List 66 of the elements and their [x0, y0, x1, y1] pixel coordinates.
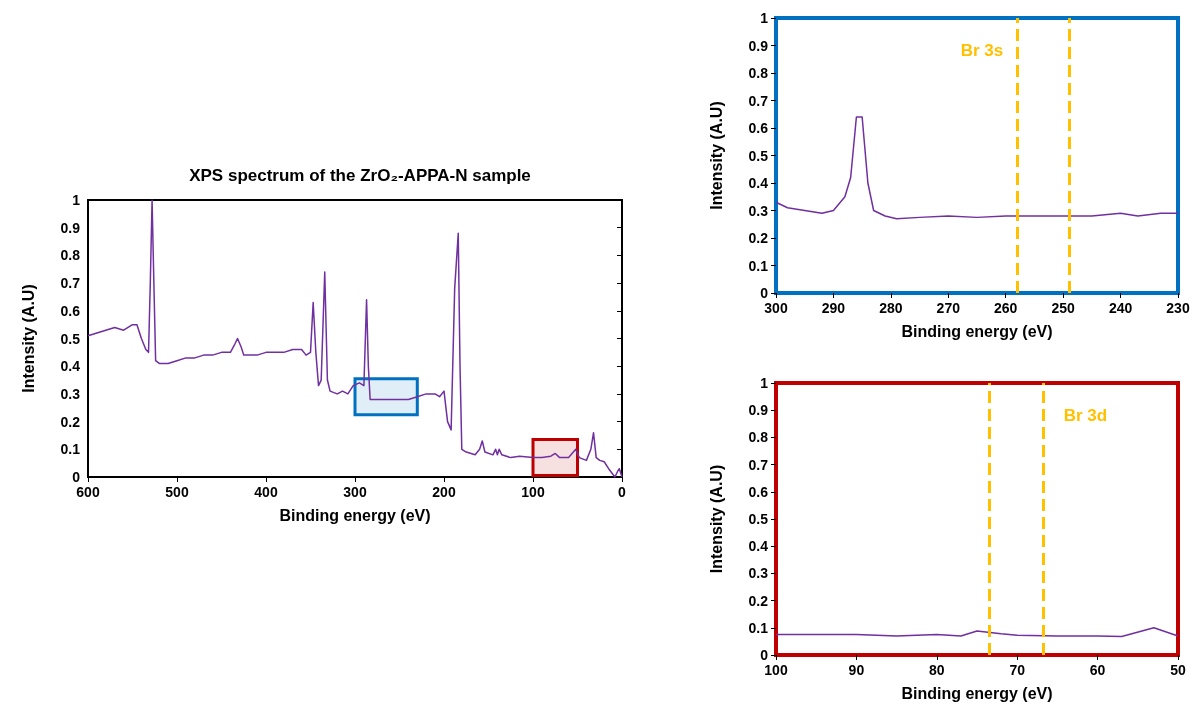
line-series: [775, 627, 1179, 638]
x-tick-label: 100: [764, 662, 788, 678]
y-tick-label: 0.2: [60, 413, 81, 430]
x-tick-label: 260: [994, 300, 1018, 316]
ref-line-label: Br 3s: [960, 40, 1004, 60]
y-tick-label: 1: [760, 10, 769, 26]
x-tick-label: 250: [1051, 300, 1076, 316]
y-tick-label: 0.4: [748, 538, 769, 555]
x-tick-label: 300: [764, 300, 788, 316]
y-tick-label: 0.5: [748, 511, 769, 527]
x-tick-label: 50: [1170, 662, 1186, 678]
x-tick-label: 500: [165, 484, 189, 500]
y-tick-label: 0.1: [748, 257, 769, 274]
y-axis-title: Intensity (A.U): [707, 464, 725, 574]
y-tick-label: 0.4: [748, 175, 769, 191]
x-tick-label: 90: [848, 662, 865, 678]
x-tick-label: 300: [343, 484, 367, 500]
y-tick-label: 0.8: [748, 65, 769, 81]
y-tick-label: 1: [760, 375, 769, 391]
y-axis-title: Intensity (A.U): [707, 101, 725, 210]
y-tick-label: 0.8: [748, 429, 769, 446]
x-tick-label: 280: [879, 300, 903, 316]
ref-line-label: Br 3d: [1063, 405, 1108, 425]
x-tick-label: 70: [1009, 662, 1026, 678]
y-tick-label: 0.7: [748, 92, 769, 109]
x-tick-label: 240: [1108, 300, 1133, 316]
x-tick-label: 600: [76, 484, 100, 500]
x-axis-title: Binding energy (eV): [901, 684, 1053, 702]
y-tick-label: 0.1: [748, 619, 769, 636]
x-tick-label: 80: [929, 662, 945, 678]
y-tick-label: 0.7: [60, 275, 81, 292]
x-tick-label: 200: [432, 484, 456, 500]
y-tick-label: 0: [760, 285, 769, 301]
x-tick-label: 100: [521, 484, 545, 500]
line-series: [775, 116, 1179, 220]
y-tick-label: 0.6: [60, 302, 81, 319]
y-tick-label: 0.4: [60, 358, 81, 375]
y-tick-label: 0: [72, 469, 81, 485]
x-axis-title: Binding energy (eV): [279, 506, 431, 524]
x-tick-label: 290: [821, 300, 846, 316]
y-tick-label: 0: [760, 647, 769, 663]
x-tick-label: 230: [1166, 300, 1190, 316]
chart-title: XPS spectrum of the ZrO₂-APPA-N sample: [189, 166, 531, 185]
x-tick-label: 0: [618, 484, 627, 500]
x-tick-label: 270: [936, 300, 961, 316]
y-tick-label: 0.1: [60, 441, 81, 458]
y-tick-label: 0.6: [748, 120, 769, 136]
y-tick-label: 0.2: [748, 592, 769, 609]
y-tick-label: 0.5: [748, 147, 769, 164]
x-axis-title: Binding energy (eV): [901, 322, 1053, 340]
y-tick-label: 0.9: [748, 37, 769, 54]
y-tick-label: 0.5: [60, 330, 81, 347]
y-tick-label: 0.8: [60, 247, 81, 264]
y-axis-title: Intensity (A.U): [19, 284, 37, 393]
y-tick-label: 0.3: [60, 385, 81, 402]
x-tick-label: 60: [1089, 662, 1106, 678]
y-tick-label: 0.3: [748, 202, 769, 219]
y-tick-label: 0.6: [748, 483, 769, 500]
y-tick-label: 0.9: [60, 219, 81, 236]
y-tick-label: 0.3: [748, 565, 769, 582]
line-series: [87, 199, 623, 478]
y-tick-label: 1: [72, 192, 81, 208]
y-tick-label: 0.9: [748, 402, 769, 419]
y-tick-label: 0.7: [748, 456, 769, 473]
y-tick-label: 0.2: [748, 230, 769, 246]
x-tick-label: 400: [254, 484, 278, 500]
